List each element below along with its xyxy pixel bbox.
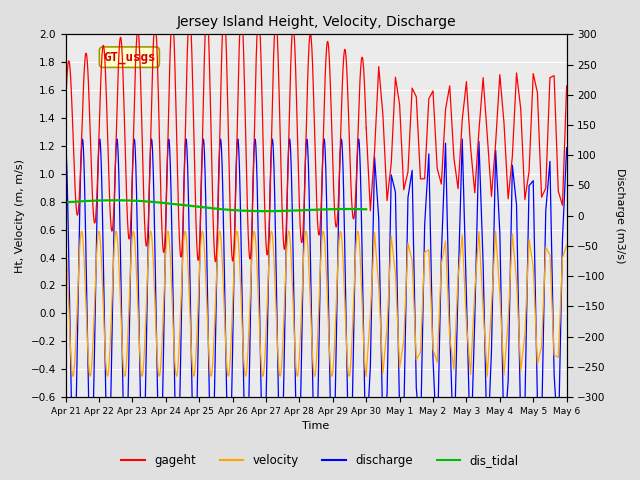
Y-axis label: Discharge (m3/s): Discharge (m3/s) [615, 168, 625, 264]
Y-axis label: Ht, Velocity (m, m/s): Ht, Velocity (m, m/s) [15, 159, 25, 273]
X-axis label: Time: Time [303, 421, 330, 432]
Legend: gageht, velocity, discharge, dis_tidal: gageht, velocity, discharge, dis_tidal [116, 449, 524, 472]
Title: Jersey Island Height, Velocity, Discharge: Jersey Island Height, Velocity, Discharg… [176, 15, 456, 29]
Text: GT_usgs: GT_usgs [103, 51, 156, 64]
